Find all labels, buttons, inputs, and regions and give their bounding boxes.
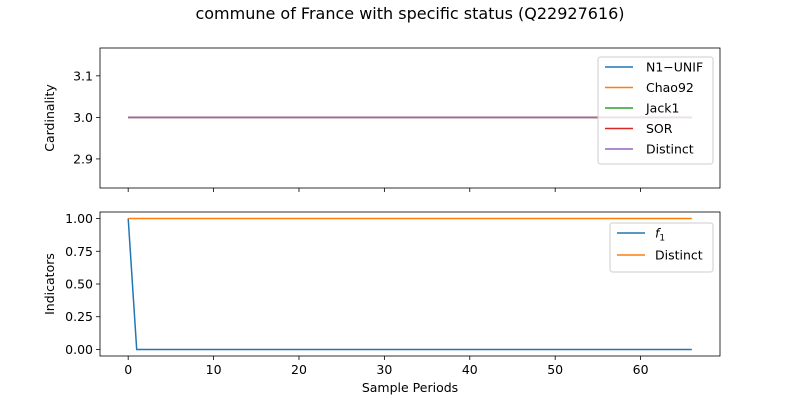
legend: f1 Distinct — [609, 222, 714, 273]
x-axis-label: Sample Periods — [362, 380, 458, 395]
legend-label: Distinct — [655, 248, 703, 263]
axes-frame — [99, 47, 721, 189]
legend-label: Jack1 — [645, 101, 679, 116]
top-axes: 2.9 3.0 3.1 Cardinality N1−UNIF Chao92 Jack1 SO… — [42, 47, 721, 192]
y-tick-label: 0.25 — [65, 309, 93, 324]
y-tick-label: 0.00 — [65, 342, 93, 357]
x-tick-label: 50 — [547, 362, 563, 377]
y-axis-label: Cardinality — [42, 84, 57, 152]
legend-label: SOR — [646, 121, 673, 136]
x-tick-label: 40 — [462, 362, 478, 377]
bottom-axes: 0.00 0.25 0.50 0.75 1.00 0 10 20 30 40 50 60 Indicat… — [42, 211, 721, 395]
x-tick-label: 60 — [633, 362, 649, 377]
legend-label: Distinct — [646, 142, 694, 157]
legend: N1−UNIF Chao92 Jack1 SOR Distinct — [597, 56, 714, 165]
y-tick-label: 2.9 — [73, 151, 93, 166]
y-axis-label: Indicators — [42, 253, 57, 315]
legend-label: Chao92 — [646, 80, 694, 95]
legend-label: N1−UNIF — [646, 60, 703, 75]
legend-label: f1 — [655, 226, 665, 244]
chart-title: commune of France with specific status (… — [195, 4, 624, 23]
legend-box — [609, 222, 714, 273]
y-tick-label: 0.50 — [65, 277, 93, 292]
x-tick-label: 0 — [124, 362, 132, 377]
legend-box — [597, 56, 714, 165]
x-tick-label: 30 — [376, 362, 392, 377]
y-tick-label: 0.75 — [65, 244, 93, 259]
x-tick-label: 10 — [206, 362, 222, 377]
series-line-f — [127, 218, 692, 351]
y-tick-label: 1.00 — [65, 211, 93, 226]
y-tick-label: 3.1 — [73, 68, 93, 83]
y-tick-label: 3.0 — [73, 110, 93, 125]
x-tick-label: 20 — [291, 362, 307, 377]
